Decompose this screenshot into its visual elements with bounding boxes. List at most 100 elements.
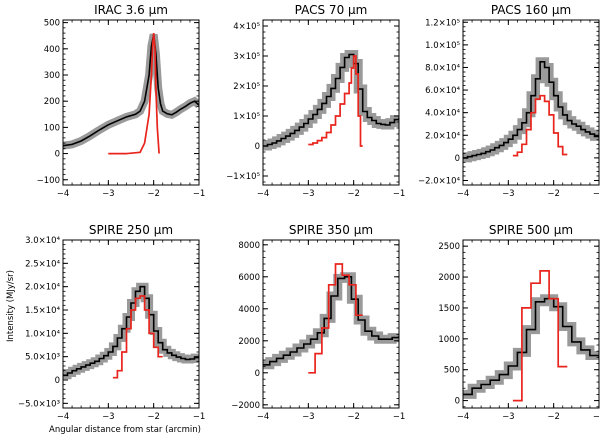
- y-tick-label: 6000: [238, 273, 260, 283]
- y-tick-label: 200: [44, 97, 60, 107]
- x-tick-label: −4: [57, 189, 70, 199]
- x-tick-label: −2: [347, 189, 360, 199]
- panel-title: SPIRE 250 μm: [89, 223, 173, 237]
- x-tick-label: −3: [502, 412, 515, 422]
- uncertainty-band: [463, 294, 599, 399]
- y-tick-label: −100: [37, 176, 60, 186]
- y-tick-label: 0: [55, 150, 60, 160]
- x-tick-label: −2: [147, 189, 160, 199]
- y-tick-label: −2.0×10⁴: [418, 176, 461, 186]
- y-tick-label: 500: [444, 366, 460, 376]
- model-profile-line: [108, 33, 160, 155]
- x-tick-label: −4: [257, 412, 270, 422]
- y-tick-label: 2000: [438, 273, 460, 283]
- x-tick-label: −2: [347, 412, 360, 422]
- panel-title: PACS 160 μm: [491, 3, 571, 17]
- y-tick-label: 0: [55, 376, 60, 386]
- y-tick-label: 3×10⁵: [233, 52, 260, 62]
- x-tick-label: −1: [193, 412, 206, 422]
- panel-title: IRAC 3.6 μm: [94, 3, 168, 17]
- plot-area: [463, 270, 599, 402]
- panel-title: SPIRE 500 μm: [489, 223, 573, 237]
- panel-title: SPIRE 350 μm: [289, 223, 373, 237]
- y-tick-label: 2×10⁵: [233, 82, 260, 92]
- y-tick-label: 1000: [438, 335, 460, 345]
- plot-area: [63, 282, 199, 380]
- y-tick-label: 4×10⁵: [233, 22, 260, 32]
- y-tick-label: 1.0×10⁴: [25, 329, 60, 339]
- y-tick-label: 1×10⁵: [233, 112, 260, 122]
- y-tick-label: 3.0×10⁴: [25, 236, 60, 246]
- observed-profile-line: [463, 297, 599, 396]
- x-tick-label: −4: [257, 189, 270, 199]
- y-tick-label: 0: [455, 397, 460, 407]
- y-tick-label: 1.5×10⁴: [25, 306, 60, 316]
- x-tick-label: −3: [102, 412, 115, 422]
- observed-profile-line: [63, 34, 199, 147]
- y-tick-label: 2000: [238, 337, 260, 347]
- y-tick-label: 100: [44, 123, 60, 133]
- y-tick-label: 400: [44, 45, 60, 55]
- x-tick-label: −1: [393, 189, 406, 199]
- plot-frame: [262, 19, 400, 186]
- panel-spire-500: SPIRE 500 μm −4 −3 −2 −1 0 500 1000 1500 2000 2500: [438, 223, 600, 422]
- uncertainty-band: [63, 282, 199, 380]
- x-tick-label: −3: [102, 189, 115, 199]
- x-tick-label: −1: [593, 189, 600, 199]
- model-profile-line: [512, 94, 568, 157]
- observed-profile-line: [263, 276, 399, 366]
- x-tick-label: −2: [547, 189, 560, 199]
- y-tick-label: 1.2×10⁵: [425, 18, 460, 28]
- x-tick-label: −4: [57, 412, 70, 422]
- y-tick-label: −5.0×10³: [18, 399, 60, 409]
- y-tick-label: 0: [455, 154, 460, 164]
- plot-area: [263, 50, 399, 151]
- x-tick-label: −1: [593, 412, 600, 422]
- x-tick-label: −3: [302, 412, 315, 422]
- panel-pacs-160: PACS 160 μm −4 −3 −2 −1 −2.0×10⁴ 0 2.0×10⁴ 4.0×1…: [418, 3, 600, 199]
- y-tick-label: 2.0×10⁴: [25, 283, 60, 293]
- panel-spire-350: SPIRE 350 μm −4 −3 −2 −1 −2000 0 2000 4000 6000 80…: [231, 223, 405, 422]
- y-tick-label: 1.0×10⁵: [425, 41, 460, 51]
- x-tick-label: −1: [393, 412, 406, 422]
- plot-area: [463, 57, 599, 163]
- model-profile-line: [512, 270, 568, 402]
- y-tick-label: 6.0×10⁴: [425, 86, 460, 96]
- y-tick-label: 0: [255, 142, 260, 152]
- y-tick-label: 2.5×10⁴: [25, 259, 60, 269]
- y-axis-label: Intensity (MJy/sr): [6, 270, 16, 342]
- y-tick-label: 4000: [238, 305, 260, 315]
- panel-irac-3-6: IRAC 3.6 μm −4 −3 −2 −1 −100 0 100 200 300 400 500: [37, 3, 206, 199]
- y-tick-label: 8000: [238, 241, 260, 251]
- x-tick-label: −2: [547, 412, 560, 422]
- panel-pacs-70: PACS 70 μm −4 −3 −2 −1 −1×10⁵ 0 1×10⁵ 2×10⁵ 3×10⁵…: [226, 3, 405, 199]
- x-tick-label: −3: [302, 189, 315, 199]
- y-tick-label: 8.0×10⁴: [425, 63, 460, 73]
- observed-profile-line: [463, 61, 599, 159]
- model-profile-line: [308, 263, 363, 374]
- y-tick-label: 5.0×10³: [25, 353, 60, 363]
- x-tick-label: −3: [502, 189, 515, 199]
- observed-profile-line: [63, 285, 199, 377]
- y-tick-label: 4.0×10⁴: [425, 109, 460, 119]
- uncertainty-band: [263, 272, 399, 370]
- plot-area: [263, 263, 399, 374]
- panel-spire-250: SPIRE 250 μm −4 −3 −2 −1 −5.0×10³ 0 5.0×10³ 1.0×…: [18, 223, 205, 422]
- model-profile-line: [112, 295, 163, 379]
- model-profile-line: [308, 55, 363, 147]
- plot-frame: [462, 19, 600, 186]
- panel-title: PACS 70 μm: [295, 3, 368, 17]
- x-tick-label: −2: [147, 412, 160, 422]
- x-tick-label: −4: [457, 412, 470, 422]
- y-tick-label: 2500: [438, 242, 460, 252]
- plot-frame: [62, 19, 200, 186]
- x-axis-label: Angular distance from star (arcmin): [49, 425, 201, 435]
- y-tick-label: 1500: [438, 304, 460, 314]
- y-tick-label: −1×10⁵: [226, 172, 260, 182]
- x-tick-label: −4: [457, 189, 470, 199]
- y-tick-label: 300: [44, 71, 60, 81]
- plot-frame: [462, 239, 600, 409]
- y-tick-label: 0: [255, 369, 260, 379]
- observed-profile-line: [263, 53, 399, 147]
